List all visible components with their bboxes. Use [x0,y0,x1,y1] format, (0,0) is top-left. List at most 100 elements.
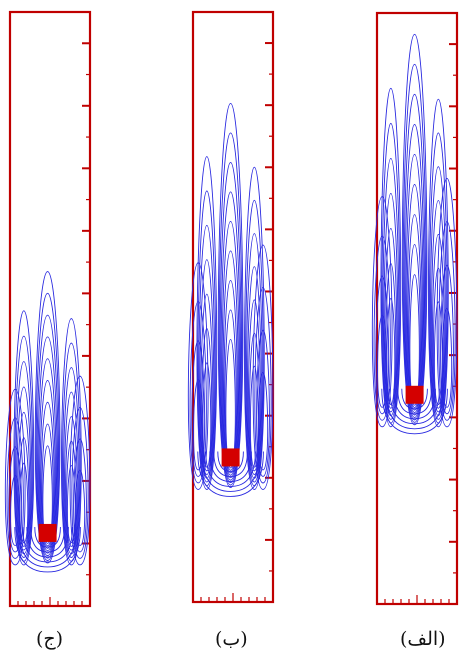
contour-line [246,266,262,479]
contour-line [404,123,425,418]
contour-line [402,63,427,423]
contour-line [223,279,238,474]
contour-line [257,372,269,471]
contour-line [18,526,77,568]
contour-line [200,293,214,476]
contour-line [409,274,420,406]
caption-a: (الف) [400,628,446,650]
contour-line [213,451,248,477]
contour-line [197,451,264,497]
contour-line [384,227,398,413]
contour-line [247,299,261,476]
contour-line [73,438,87,553]
contour-line [254,287,272,484]
contour-line [386,298,396,405]
contour-line [199,259,215,479]
contour-line [13,310,35,566]
contour-line [401,388,428,410]
contour-line [246,233,263,483]
contour-line [74,469,86,546]
contour-line [202,362,212,468]
contour-line [42,445,53,544]
contour-line [22,526,73,563]
contour-line [14,526,81,573]
contour-line [26,526,69,558]
contour-line [401,33,428,426]
contour-line [64,391,79,555]
contour-line [198,224,216,483]
contour-line [34,271,61,564]
contour-line [408,244,421,409]
contour-line [189,301,207,484]
contour-line [429,132,448,424]
contour-line [8,446,23,553]
contour-lines-b [187,102,274,497]
contour-line [428,98,449,428]
contour-line [438,221,456,421]
contour-line [39,380,56,552]
contour-line [440,264,454,415]
panel-c [4,10,92,608]
contour-line [224,309,237,471]
panel-b [187,10,275,604]
contour-line [4,388,26,566]
contour-line [221,220,240,479]
contour-line [375,275,390,415]
contour-line [14,335,34,562]
contour-line [245,199,264,487]
contour-line [218,132,243,486]
contour-line [406,184,423,414]
contour-line [38,358,57,554]
contour-line [71,407,89,559]
contour-line [397,388,432,415]
contour-line [371,196,393,428]
contour-line [219,161,242,484]
contour-line [201,451,260,492]
contour-line [15,361,33,558]
contour-line [35,292,60,561]
contour-lines-c [4,271,91,573]
block-c [38,523,57,542]
contour-line [225,338,236,469]
contour-line [30,526,65,553]
contour-line [252,244,274,490]
contour-lines-a [371,33,458,435]
contour-line [36,314,59,559]
contour-line [217,102,244,488]
contour-line [64,416,78,551]
contour-line [61,318,82,566]
contour-line [16,386,32,555]
contour-line [66,465,76,544]
contour-line [373,235,391,421]
contour-line [62,342,81,562]
caption-c: (ج) [36,628,64,650]
contour-line [393,388,436,420]
contour-line [217,451,244,472]
caption-b: (ب) [215,628,248,650]
contour-line [37,336,58,557]
contour-line [244,166,265,490]
contour-line [220,191,241,481]
contour-line [433,301,443,405]
contour-line [249,365,259,468]
contour-line [430,166,447,420]
contour-line [441,307,453,408]
contour-line [193,379,204,471]
panel-a [371,11,459,606]
contour-line [197,190,217,487]
contour-line [389,388,440,425]
contour-line [6,417,24,559]
contour-line [10,474,21,546]
contour-line [381,388,448,435]
contour-line [17,411,31,551]
contour-line [69,375,91,566]
contour-line [377,315,388,408]
contour-line [191,340,206,477]
contour-line [41,423,54,547]
block-b [221,448,240,467]
contour-line [380,87,402,428]
contour-line [436,178,458,428]
contour-line [196,156,218,490]
contour-line [403,93,426,421]
